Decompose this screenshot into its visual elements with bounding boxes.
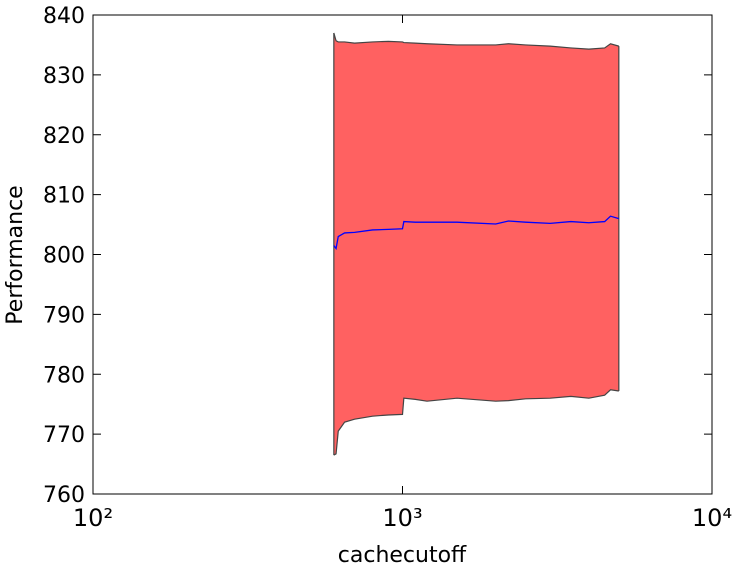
y-tick-label: 830 [43, 64, 85, 89]
y-tick-label: 780 [43, 363, 85, 388]
y-tick-label: 760 [43, 483, 85, 508]
x-tick-label: 10⁴ [692, 504, 732, 532]
y-tick-label: 800 [43, 244, 85, 269]
x-tick-label: 10² [73, 504, 113, 532]
x-tick-label: 10³ [382, 504, 422, 532]
y-tick-label: 840 [43, 4, 85, 29]
y-tick-label: 790 [43, 303, 85, 328]
y-tick-label: 770 [43, 423, 85, 448]
band-fill [333, 32, 619, 456]
series-line [333, 215, 620, 251]
y-tick-label: 820 [43, 124, 85, 149]
y-axis-label: Performance [3, 185, 28, 324]
y-tick-label: 810 [43, 184, 85, 209]
band-edge [333, 32, 619, 50]
x-axis-label: cachecutoff [338, 543, 467, 568]
band-edge [333, 389, 619, 456]
